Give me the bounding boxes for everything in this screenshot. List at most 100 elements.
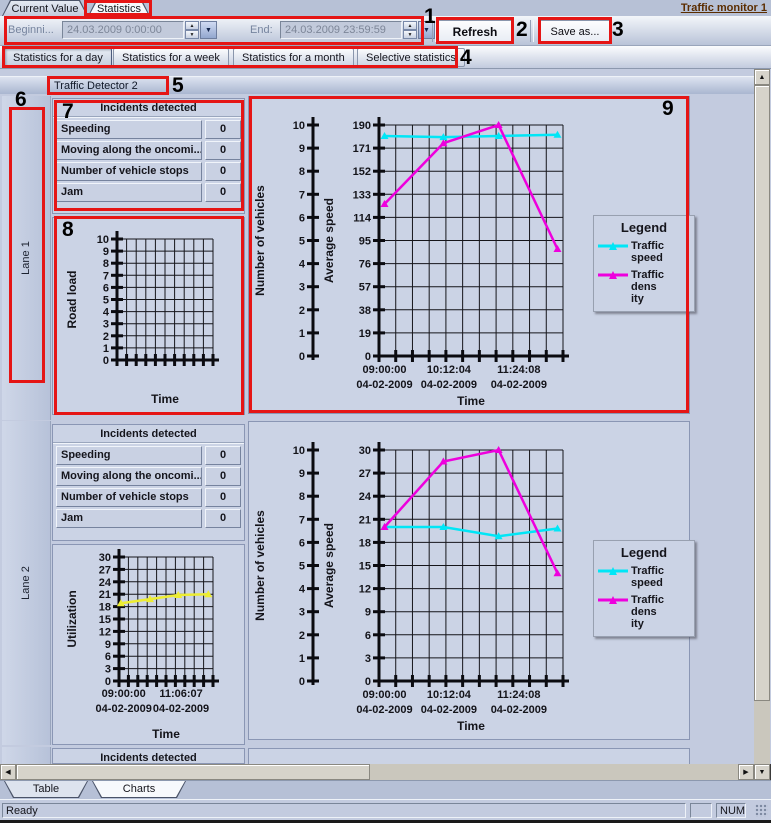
tab-statistics[interactable]: Statistics bbox=[88, 0, 150, 16]
incident-label: Speeding bbox=[56, 446, 202, 465]
traffic-density-swatch-icon bbox=[598, 595, 628, 605]
svg-text:6: 6 bbox=[103, 282, 109, 294]
incident-value: 0 bbox=[205, 488, 241, 507]
refresh-button[interactable]: Refresh bbox=[438, 20, 512, 43]
vertical-scrollbar[interactable]: ▲ ▼ bbox=[754, 69, 770, 780]
resize-grip-icon[interactable] bbox=[755, 804, 768, 817]
begin-spin-up-icon[interactable]: ▲ bbox=[185, 21, 199, 30]
save-as-button[interactable]: Save as... bbox=[540, 20, 610, 43]
svg-text:1: 1 bbox=[103, 343, 109, 355]
svg-text:04-02-2009: 04-02-2009 bbox=[491, 379, 547, 391]
toolbar-separator bbox=[530, 20, 534, 42]
scroll-left-icon[interactable]: ◀ bbox=[0, 764, 16, 780]
detector-header: Traffic Detector 2 bbox=[0, 76, 754, 94]
svg-text:15: 15 bbox=[99, 614, 111, 626]
svg-text:Time: Time bbox=[457, 394, 485, 408]
tab-charts-label: Charts bbox=[93, 781, 185, 797]
lane2-utilization-chart: 0 3 6 9 12 15 18 21 24 27 30 Utilization 09:00:00 04-… bbox=[53, 545, 244, 751]
svg-text:9: 9 bbox=[299, 468, 305, 480]
horizontal-scroll-thumb[interactable] bbox=[16, 764, 370, 780]
svg-text:171: 171 bbox=[353, 143, 371, 155]
svg-text:24: 24 bbox=[359, 491, 372, 503]
tab-table[interactable]: Table bbox=[4, 781, 88, 798]
lane2-strip: Lane 2 bbox=[2, 421, 51, 745]
legend-label: Traffic dens bbox=[631, 594, 665, 618]
traffic-speed-swatch-icon bbox=[598, 241, 628, 251]
svg-text:1: 1 bbox=[299, 653, 305, 665]
svg-text:15: 15 bbox=[359, 561, 371, 573]
incident-label: Jam bbox=[56, 183, 202, 202]
horizontal-scrollbar[interactable]: ◀ ▶ bbox=[0, 764, 754, 780]
status-pane-empty bbox=[690, 803, 712, 818]
traffic-speed-swatch-icon bbox=[598, 566, 628, 576]
end-spin-down-icon[interactable]: ▼ bbox=[403, 30, 417, 39]
svg-text:6: 6 bbox=[299, 212, 305, 224]
scroll-up-icon[interactable]: ▲ bbox=[754, 69, 770, 85]
svg-text:0: 0 bbox=[103, 355, 109, 367]
svg-text:9: 9 bbox=[365, 607, 371, 619]
begin-date-field[interactable] bbox=[62, 21, 184, 39]
svg-text:95: 95 bbox=[359, 236, 371, 248]
svg-text:12: 12 bbox=[359, 584, 371, 596]
svg-text:3: 3 bbox=[299, 282, 305, 294]
svg-text:09:00:00: 09:00:00 bbox=[362, 689, 406, 701]
lane1-speed-density-chart: 0 19 38 57 76 95 114 133 152 171 190 Average speed 0… bbox=[249, 97, 689, 420]
svg-text:10: 10 bbox=[293, 120, 305, 132]
begin-spin-down-icon[interactable]: ▼ bbox=[185, 30, 199, 39]
svg-text:3: 3 bbox=[299, 607, 305, 619]
svg-text:04-02-2009: 04-02-2009 bbox=[356, 379, 412, 391]
status-text: Ready bbox=[2, 803, 686, 818]
svg-text:18: 18 bbox=[359, 537, 371, 549]
incident-label: Number of vehicle stops bbox=[56, 488, 202, 507]
svg-text:4: 4 bbox=[299, 584, 306, 596]
svg-text:133: 133 bbox=[353, 189, 371, 201]
svg-text:0: 0 bbox=[365, 676, 371, 688]
incident-value: 0 bbox=[205, 162, 241, 181]
lane3-chart-panel-partial bbox=[248, 748, 690, 764]
end-date-spinner: ▲ ▼ bbox=[403, 21, 417, 39]
incident-value: 0 bbox=[205, 446, 241, 465]
scroll-down-icon[interactable]: ▼ bbox=[754, 764, 770, 780]
tab-statistics-for-a-day[interactable]: Statistics for a day bbox=[4, 48, 112, 67]
legend-title: Legend bbox=[620, 220, 668, 235]
charts-pane: Traffic Detector 2 Lane 1 Incidents dete… bbox=[0, 69, 771, 780]
tab-charts[interactable]: Charts bbox=[92, 781, 186, 798]
lane3-incidents-panel-partial: Incidents detected bbox=[52, 748, 245, 764]
tab-statistics-for-a-month[interactable]: Statistics for a month bbox=[233, 48, 354, 67]
end-date-field[interactable] bbox=[280, 21, 402, 39]
svg-text:04-02-2009: 04-02-2009 bbox=[153, 703, 209, 715]
svg-text:Road load: Road load bbox=[65, 270, 79, 328]
legend-label: Traffic speed bbox=[631, 240, 665, 264]
vertical-scroll-thumb[interactable] bbox=[754, 85, 770, 701]
svg-text:9: 9 bbox=[103, 246, 109, 258]
svg-text:27: 27 bbox=[99, 564, 111, 576]
svg-text:Average speed: Average speed bbox=[322, 198, 336, 283]
svg-text:5: 5 bbox=[103, 295, 109, 307]
tab-table-label: Table bbox=[5, 781, 87, 797]
toolbar: Beginni... ▲ ▼ ▼ End: ▲ ▼ ▼ Refresh Save… bbox=[0, 16, 771, 46]
lane3-strip bbox=[2, 747, 51, 764]
scroll-right-icon[interactable]: ▶ bbox=[738, 764, 754, 780]
lane1-label: Lane 1 bbox=[20, 241, 32, 275]
table-row: Speeding 0 bbox=[56, 446, 241, 465]
begin-date-spinner: ▲ ▼ bbox=[185, 21, 199, 39]
incidents-header: Incidents detected bbox=[53, 99, 244, 117]
end-label: End: bbox=[250, 24, 273, 36]
svg-text:Time: Time bbox=[151, 392, 179, 406]
legend-item-traffic-speed: Traffic speed bbox=[598, 565, 690, 589]
lane2-label: Lane 2 bbox=[20, 566, 32, 600]
svg-text:8: 8 bbox=[299, 491, 305, 503]
traffic-monitor-link[interactable]: Traffic monitor 1 bbox=[680, 2, 767, 14]
end-spin-up-icon[interactable]: ▲ bbox=[403, 21, 417, 30]
tab-current-value[interactable]: Current Value bbox=[2, 0, 88, 16]
svg-text:21: 21 bbox=[99, 589, 111, 601]
incident-value: 0 bbox=[205, 183, 241, 202]
tab-statistics-for-a-week[interactable]: Statistics for a week bbox=[113, 48, 229, 67]
tab-selective-statistics[interactable]: Selective statistics bbox=[357, 48, 465, 67]
begin-date-dropdown-icon[interactable]: ▼ bbox=[200, 21, 217, 39]
num-lock-indicator: NUM bbox=[716, 803, 746, 818]
chart-legend: Legend Traffic speed Traffic dens ity bbox=[593, 540, 695, 637]
incidents-header: Incidents detected bbox=[53, 425, 244, 443]
window-bottom-edge bbox=[0, 820, 771, 823]
